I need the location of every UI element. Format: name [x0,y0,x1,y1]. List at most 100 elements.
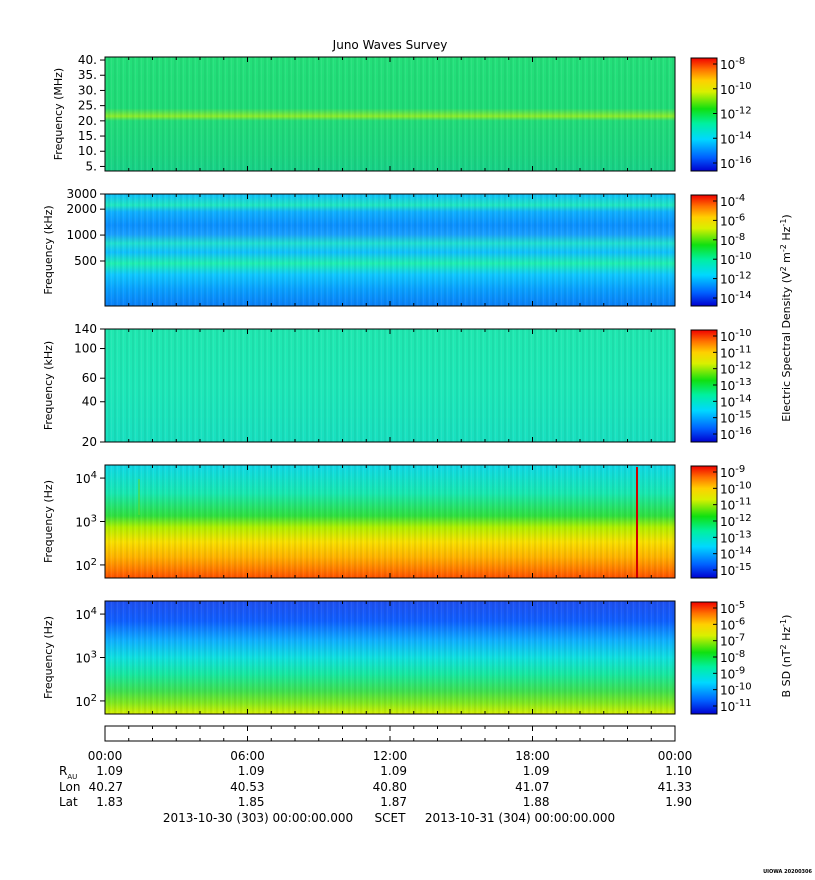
ephemeris-value: 40.27 [89,780,123,794]
time-tick-label: 18:00 [515,749,550,763]
y-tick-label: 15. [78,129,97,143]
colorbar-tick-label: 10-10 [720,328,752,344]
y-tick-label: 1000 [66,228,97,242]
ephemeris-row-lat: Lat 1.83 1.85 1.87 1.88 1.90 [59,795,692,809]
y-tick-label: 2000 [66,202,97,216]
spectrogram-texture [105,194,675,306]
spectrogram-panel-5: 102 103 104 Frequency (Hz) [42,600,676,715]
colorbar-tick-label: 10-12 [720,513,752,529]
colorbar-tick-label: 10-16 [720,155,752,171]
y-tick-label: 104 [75,470,97,486]
colorbar-label-electric: Electric Spectral Density (V2 m-2 Hz-1) [779,214,793,421]
y-tick-label: 60 [82,371,97,385]
y-tick-label: 140 [74,322,97,336]
colorbar-tick-label: 10-11 [720,497,752,513]
ephemeris-value: 1.90 [665,795,692,809]
colorbar-tick-label: 10-9 [720,665,745,681]
ephemeris-label: RAU [59,764,77,781]
time-range-label: SCET [375,811,407,825]
y-tick-label: 103 [75,650,97,666]
colorbar-tick-label: 10-13 [720,529,752,545]
colorbar-tick-label: 10-5 [720,600,745,616]
y-tick-label: 20. [78,114,97,128]
ephemeris-value: 41.07 [515,780,549,794]
time-tick-label: 12:00 [373,749,408,763]
y-tick-label: 104 [75,606,97,622]
time-range-end: 2013-10-31 (304) 00:00:00.000 [425,811,615,825]
y-tick-label: 103 [75,514,97,530]
y-tick-label: 40. [78,53,97,67]
time-axis: 00:00 06:00 12:00 18:00 00:00 RAU 1.09 1.09 1.09… [59,725,693,809]
y-axis-label: Frequency (Hz) [42,616,55,699]
colorbar-tick-label: 10-14 [720,290,752,306]
colorbar-tick-label: 10-8 [720,649,745,665]
colorbar-tick-label: 10-8 [720,232,745,248]
colorbars: 10-8 10-10 10-12 10-14 10-16 10-4 10-6 10-8 10-1… [690,56,752,715]
colorbar-tick-label: 10-16 [720,426,752,442]
y-axis-label: Frequency (Hz) [42,480,55,563]
y-axis-label: Frequency (kHz) [42,205,55,294]
colorbar-tick-label: 10-4 [720,193,745,209]
spectrogram-panel-1: 5.10.15.20.25. 30.35.40. Frequency (MHz) [52,53,676,173]
time-range: 2013-10-30 (303) 00:00:00.000 SCET 2013-… [163,811,615,825]
colorbar-tick-label: 10-7 [720,633,745,649]
spectrogram-panel-4: 102 103 104 Frequency (Hz) [42,464,676,579]
colorbar-tick-label: 10-10 [720,251,752,267]
colorbar-scale [690,465,718,579]
y-tick-label: 102 [75,557,97,573]
colorbar-tick-label: 10-10 [720,480,752,496]
colorbar-tick-label: 10-12 [720,271,752,287]
y-tick-label: 100 [74,342,97,356]
ephemeris-value: 1.87 [380,795,407,809]
y-tick-label: 30. [78,83,97,97]
ephemeris-value: 1.09 [238,764,265,778]
ephemeris-label: Lon [59,780,80,794]
ephemeris-value: 1.09 [96,764,123,778]
spectrogram-texture [105,465,675,578]
ephemeris-value: 1.09 [523,764,550,778]
ephemeris-row-lon: Lon 40.27 40.53 40.80 41.07 41.33 [59,780,692,794]
colorbar-tick-label: 10-15 [720,410,752,426]
y-tick-label: 10. [78,144,97,158]
y-tick-label: 102 [75,693,97,709]
colorbar-scale [690,601,718,715]
spectrogram-texture [105,57,675,171]
y-tick-label: 500 [74,254,97,268]
time-range-start: 2013-10-30 (303) 00:00:00.000 [163,811,353,825]
y-tick-label: 20 [82,435,97,449]
colorbar-tick-label: 10-8 [720,56,745,72]
colorbar-tick-label: 10-10 [720,81,752,97]
colorbar-2: 10-4 10-6 10-8 10-10 10-12 10-14 [690,193,752,307]
colorbar-tick-label: 10-14 [720,130,752,146]
ephemeris-value: 41.33 [658,780,692,794]
colorbar-tick-label: 10-11 [720,698,752,714]
y-tick-label: 40 [82,395,97,409]
colorbar-tick-label: 10-12 [720,361,752,377]
colorbar-tick-label: 10-14 [720,546,752,562]
colorbar-tick-label: 10-15 [720,562,752,578]
colorbar-tick-label: 10-6 [720,616,745,632]
y-tick-label: 35. [78,68,97,82]
colorbar-tick-label: 10-10 [720,682,752,698]
colorbar-tick-label: 10-9 [720,464,745,480]
footer-credit: UIOWA 20200306 [763,869,812,875]
spectrogram-texture [105,329,675,442]
time-tick-label: 00:00 [658,749,693,763]
y-tick-label: 5. [86,159,97,173]
chart-title: Juno Waves Survey [332,38,448,52]
ephemeris-value: 1.85 [238,795,265,809]
colorbar-tick-label: 10-13 [720,377,752,393]
ephemeris-value: 40.53 [230,780,264,794]
ephemeris-value: 1.88 [523,795,550,809]
ephemeris-value: 1.10 [665,764,692,778]
y-axis-label: Frequency (MHz) [52,68,65,160]
colorbar-tick-label: 10-11 [720,344,752,360]
colorbar-scale [690,57,718,172]
colorbar-scale [690,194,718,307]
colorbar-scale [690,329,718,443]
spectrogram-texture [105,601,675,714]
